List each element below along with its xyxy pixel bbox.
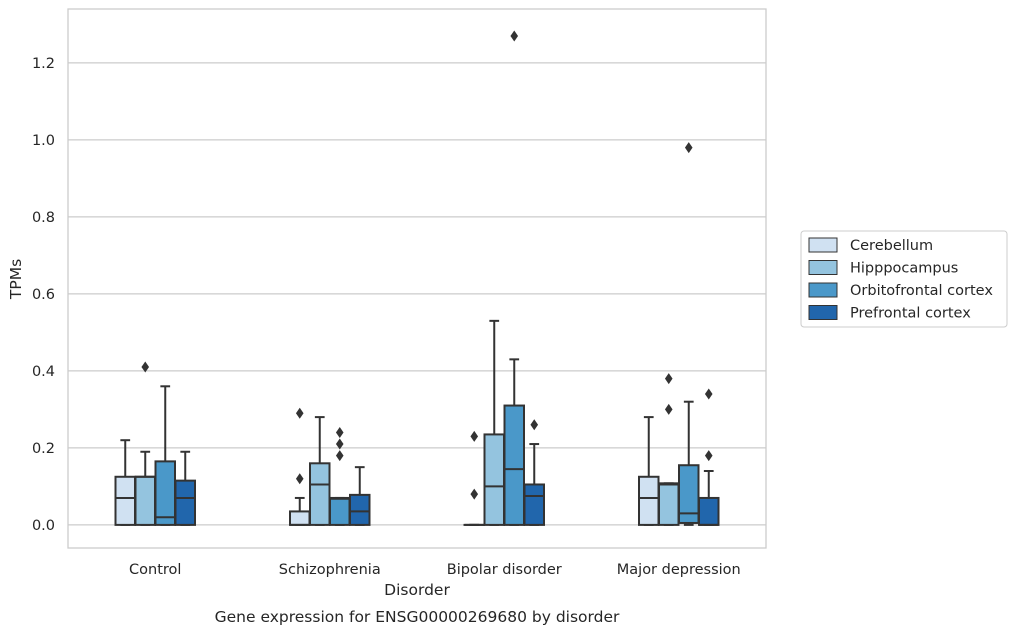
box-group	[309, 416, 331, 526]
outlier-point	[295, 407, 304, 419]
x-tick-label: Bipolar disorder	[447, 562, 562, 578]
y-tick-labels: 0.0 0.2 0.4 0.6 0.8 1.0 1.2	[32, 56, 55, 534]
box	[309, 462, 331, 526]
x-tick-label: Schizophrenia	[279, 562, 381, 578]
box-group	[503, 30, 525, 526]
legend-label: Orbitofrontal cortex	[850, 283, 993, 299]
box	[678, 464, 700, 524]
x-tick-labels: Control Schizophrenia Bipolar disorder Majo…	[129, 562, 741, 578]
x-tick-label: Control	[129, 562, 181, 578]
outlier-point	[335, 427, 344, 438]
box	[289, 510, 311, 526]
outlier-point	[664, 373, 673, 385]
y-tick-label: 0.8	[32, 210, 55, 226]
box-group	[134, 361, 156, 526]
outlier-point	[510, 30, 519, 42]
box	[349, 493, 371, 526]
box	[134, 475, 156, 526]
outlier-point	[684, 142, 693, 154]
box-group	[523, 419, 545, 526]
box	[174, 479, 196, 526]
outlier-point	[704, 450, 713, 462]
box-group	[114, 439, 136, 526]
outlier-point	[470, 488, 479, 500]
box	[154, 460, 176, 526]
y-tick-label: 0.2	[32, 441, 55, 457]
box	[114, 475, 136, 526]
legend-label: Cerebellum	[850, 238, 933, 254]
outlier-point	[470, 430, 479, 442]
legend-label: Prefrontal cortex	[850, 306, 971, 322]
y-tick-label: 0.0	[32, 518, 55, 534]
x-axis-label: Disorder	[384, 581, 450, 599]
box	[658, 482, 680, 526]
y-tick-label: 0.4	[32, 364, 55, 380]
outlier-point	[335, 438, 344, 450]
x-tick-label: Major depression	[617, 562, 741, 578]
y-tick-label: 1.0	[32, 133, 55, 149]
boxes-layer	[114, 30, 720, 526]
plot-frame	[67, 8, 767, 549]
legend-swatch	[808, 237, 838, 253]
legend-swatch	[808, 260, 838, 275]
outlier-point	[704, 388, 713, 400]
box-group	[678, 142, 700, 526]
y-axis-label: TPMs	[7, 259, 25, 300]
outlier-point	[141, 361, 150, 373]
box-group	[483, 319, 505, 526]
box-group	[349, 466, 371, 526]
y-tick-label: 1.2	[32, 56, 55, 72]
box	[329, 496, 351, 526]
outlier-point	[664, 403, 673, 415]
box-group	[638, 416, 660, 526]
legend-frame	[800, 230, 1008, 328]
legend: Cerebellum Hipppocampus Orbitofrontal cort…	[800, 230, 1008, 328]
outlier-point	[335, 450, 344, 462]
box	[698, 496, 720, 526]
box-group	[698, 388, 720, 526]
legend-swatch	[808, 282, 838, 298]
outlier-point	[530, 419, 539, 431]
outlier-point	[295, 473, 304, 485]
legend-label: Hipppocampus	[850, 261, 958, 277]
box	[523, 483, 545, 526]
box	[638, 475, 660, 526]
box	[483, 433, 505, 526]
y-tick-label: 0.6	[32, 287, 55, 303]
chart-title: Gene expression for ENSG00000269680 by d…	[215, 608, 620, 626]
legend-swatch	[808, 305, 838, 320]
box-group	[174, 450, 196, 526]
box	[503, 404, 525, 526]
